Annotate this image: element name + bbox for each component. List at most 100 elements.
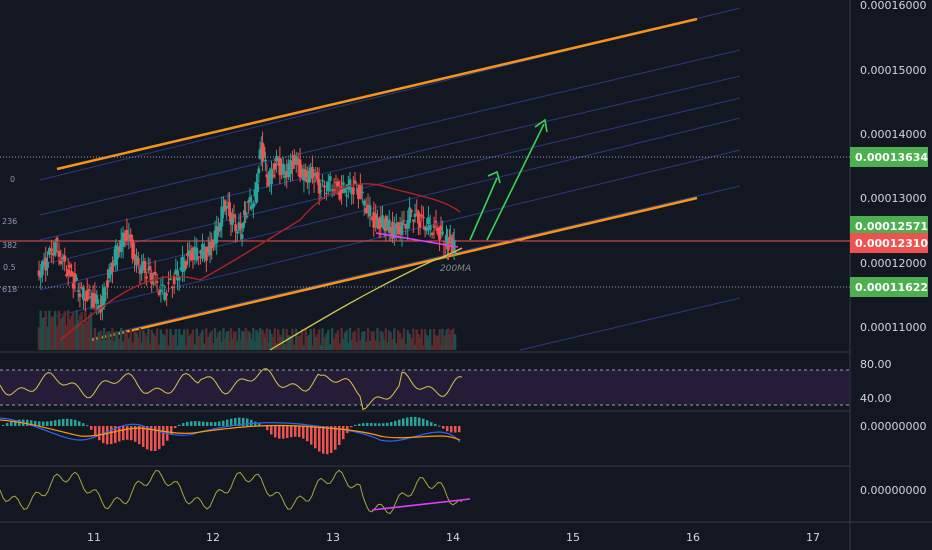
- candle-body: [245, 215, 249, 218]
- volume-bar: [59, 318, 63, 350]
- volume-bar: [116, 331, 119, 350]
- orange-channel[interactable]: [56, 17, 698, 350]
- candle-body: [83, 298, 87, 301]
- volume-bar: [287, 335, 290, 350]
- macd-bar: [242, 417, 245, 426]
- macd-bar: [338, 426, 341, 446]
- volume-bar: [293, 344, 296, 350]
- volume-bar: [129, 328, 132, 350]
- volume-bar: [207, 336, 210, 350]
- volume-bar: [388, 330, 391, 350]
- rsi-line: [0, 368, 463, 411]
- volume-bar: [80, 311, 83, 350]
- macd-bar: [310, 426, 313, 445]
- macd-bar: [202, 421, 205, 426]
- macd-pane[interactable]: 0.00000000: [0, 416, 926, 455]
- macd-bar: [82, 423, 85, 426]
- volume-bar: [53, 311, 57, 350]
- volume-bar: [434, 335, 438, 350]
- candle-body: [296, 158, 300, 165]
- macd-bar: [222, 420, 225, 426]
- candle-body: [65, 274, 68, 276]
- candle-body: [422, 216, 425, 219]
- macd-bar: [150, 426, 153, 451]
- macd-bar: [2, 424, 5, 426]
- volume-bar: [312, 328, 316, 350]
- candle-body: [298, 159, 302, 178]
- candle-body: [256, 183, 260, 192]
- volume-bar: [330, 328, 334, 350]
- time-tick: 15: [566, 531, 580, 544]
- candle-body: [348, 179, 352, 191]
- volume-bar: [39, 310, 42, 350]
- macd-bar: [330, 426, 333, 453]
- candle-body: [237, 222, 241, 231]
- candle-body: [280, 163, 283, 169]
- time-tick: 16: [686, 531, 700, 544]
- volume-bar: [430, 345, 434, 350]
- candle-body: [244, 212, 248, 215]
- candle-body: [384, 216, 388, 231]
- candle-body: [398, 226, 402, 234]
- macd-bar: [254, 421, 257, 426]
- volume-bar: [212, 342, 215, 350]
- oscillator-pane[interactable]: 0.00000000: [0, 469, 926, 515]
- volume-bar: [323, 337, 326, 350]
- volume-bar: [106, 331, 109, 350]
- volume-bar: [343, 332, 347, 350]
- macd-bar: [390, 422, 393, 426]
- volume-bar: [353, 330, 357, 350]
- macd-bar: [294, 426, 297, 437]
- candle-body: [389, 227, 393, 231]
- candle-body: [270, 168, 273, 185]
- time-axis[interactable]: 11 12 13 14 15 16 17: [87, 531, 820, 544]
- macd-histogram: [2, 416, 461, 455]
- price-badge-label: 0.00012310: [855, 237, 928, 250]
- volume-bar: [377, 341, 381, 350]
- candle-body: [76, 290, 80, 292]
- candle-body: [143, 261, 147, 273]
- candle-body: [377, 218, 381, 230]
- candle-body: [317, 178, 321, 194]
- volume-bar: [329, 344, 332, 350]
- candle-body: [235, 231, 239, 234]
- candle-body: [271, 174, 275, 177]
- volume-bar: [386, 342, 389, 350]
- candle-body: [201, 244, 204, 259]
- volume-bar: [423, 329, 427, 350]
- rsi-tick: 40.00: [860, 392, 892, 405]
- candle-body: [151, 283, 155, 285]
- macd-bar: [298, 426, 301, 438]
- volume-bar: [391, 339, 394, 350]
- volume-bar: [374, 340, 377, 350]
- volume-bar: [363, 331, 366, 350]
- macd-bar: [366, 422, 369, 426]
- candle-body: [106, 280, 109, 288]
- candle-body: [131, 239, 135, 259]
- candle-body: [285, 170, 289, 178]
- macd-bar: [66, 418, 69, 426]
- volume-bar: [218, 330, 222, 350]
- macd-bar: [198, 421, 201, 426]
- candle-body: [340, 186, 344, 194]
- candle-body: [73, 273, 77, 283]
- macd-bar: [38, 421, 41, 426]
- macd-bar: [54, 420, 57, 426]
- macd-line: [0, 417, 461, 443]
- candle-body: [231, 217, 234, 225]
- price-tick: 0.00015000: [860, 64, 926, 77]
- red-moving-average: [59, 183, 461, 341]
- rsi-pane[interactable]: 80.00 40.00: [0, 358, 892, 411]
- price-axis[interactable]: 0.00016000 0.00015000 0.00014000 0.00013…: [860, 0, 926, 334]
- price-tick: 0.00011000: [860, 321, 926, 334]
- candle-body: [276, 163, 280, 165]
- candle-body: [300, 170, 304, 174]
- macd-bar: [106, 426, 109, 445]
- volume-bar: [102, 328, 106, 350]
- candle-body: [314, 173, 318, 177]
- volume-bar: [368, 341, 372, 350]
- volume-bar: [78, 315, 82, 350]
- candle-body: [368, 205, 372, 217]
- volume-bar: [231, 338, 234, 350]
